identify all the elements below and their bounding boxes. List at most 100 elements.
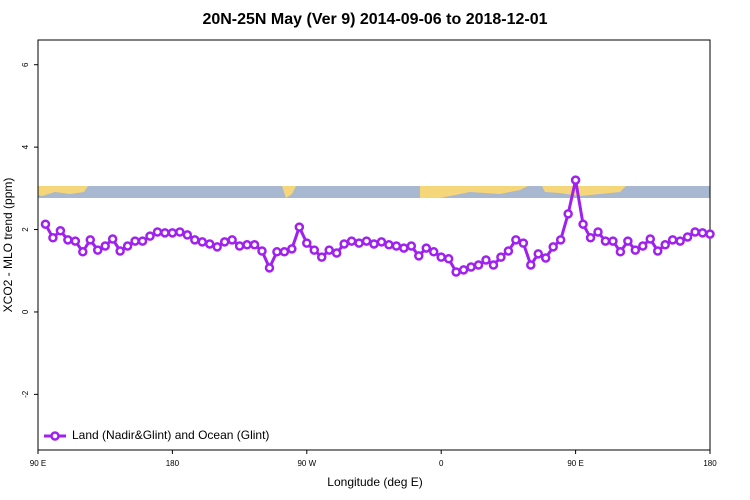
plot-frame [37, 39, 711, 451]
data-point [623, 236, 633, 246]
data-point [107, 234, 118, 244]
x-tick-label: 90 W [297, 459, 316, 468]
data-point [63, 235, 73, 245]
data-point [473, 260, 484, 270]
y-tick-label: 4 [21, 144, 30, 149]
x-tick-label: 90 E [567, 459, 583, 468]
data-point [443, 254, 454, 264]
data-point [645, 234, 656, 244]
x-axis-label: Longitude (deg E) [327, 475, 422, 489]
data-point [436, 252, 446, 262]
data-point [630, 245, 641, 255]
data-point [391, 241, 402, 251]
data-point [638, 241, 648, 251]
data-point [130, 236, 140, 246]
data-point [481, 255, 491, 265]
data-point [152, 227, 163, 237]
data-point [667, 235, 678, 245]
data-point [294, 222, 305, 232]
data-point [40, 219, 51, 229]
data-point [570, 175, 581, 185]
data-point [526, 260, 536, 270]
data-point [399, 243, 409, 253]
data-point [160, 228, 170, 238]
data-point [167, 228, 178, 238]
y-tick-label: -2 [21, 390, 30, 398]
data-point [682, 232, 693, 242]
x-tick-label: 0 [439, 459, 444, 468]
legend-label: Land (Nadir&Glint) and Ocean (Glint) [72, 428, 269, 442]
data-point [496, 252, 506, 262]
map-band [38, 186, 710, 198]
data-point [227, 235, 237, 245]
data-point [503, 246, 514, 256]
data-point [354, 238, 364, 248]
data-point [234, 241, 245, 251]
data-point [302, 238, 312, 248]
data-point [361, 236, 372, 246]
data-point [212, 242, 222, 252]
data-point [697, 228, 708, 238]
data-point [428, 247, 439, 257]
data-point [182, 230, 193, 240]
data-point [175, 227, 185, 237]
data-point [384, 240, 394, 250]
data-point [421, 243, 432, 253]
data-point [339, 239, 349, 249]
data-point [608, 236, 618, 246]
data-point [660, 240, 670, 250]
data-point [511, 235, 521, 245]
x-tick-label: 180 [703, 459, 717, 468]
data-point [257, 246, 267, 256]
data-point [675, 236, 685, 246]
y-tick-label: 6 [21, 62, 30, 67]
data-point [414, 251, 424, 261]
data-point [331, 248, 342, 258]
data-point [190, 235, 200, 245]
data-point [346, 236, 357, 246]
data-point [309, 245, 320, 255]
data-point [458, 265, 469, 275]
data-point [585, 233, 596, 243]
data-point [376, 237, 387, 247]
data-point [287, 244, 297, 254]
data-point [533, 249, 544, 259]
data-point [540, 253, 551, 263]
data-point [279, 247, 290, 257]
y-tick-label: 2 [21, 227, 30, 232]
y-axis-label: XCO2 - MLO trend (ppm) [1, 178, 15, 313]
data-point [369, 239, 379, 249]
data-point [48, 233, 58, 243]
data-point [249, 240, 260, 250]
chart-title: 20N-25N May (Ver 9) 2014-09-06 to 2018-1… [202, 11, 547, 28]
data-point [563, 209, 573, 219]
data-point [593, 227, 603, 237]
data-point [204, 239, 215, 249]
data-point [242, 240, 252, 250]
data-point [518, 238, 529, 248]
data-point [145, 231, 155, 241]
data-point [272, 247, 282, 257]
data-point [451, 267, 461, 277]
data-point [78, 247, 88, 257]
data-point [324, 245, 334, 255]
data-point [548, 242, 558, 252]
y-tick-label: 0 [21, 309, 30, 314]
data-point [652, 246, 663, 256]
data-point [705, 229, 715, 239]
data-point [264, 263, 275, 273]
data-point [115, 246, 125, 256]
data-point [55, 226, 66, 236]
data-point [466, 262, 476, 272]
data-point [137, 236, 148, 246]
data-point [555, 235, 566, 245]
data-point [100, 241, 110, 251]
data-point [92, 245, 103, 255]
legend-marker [50, 431, 60, 441]
data-point [197, 237, 208, 247]
data-point [488, 260, 499, 270]
data-point [600, 236, 611, 246]
data-point [406, 241, 417, 251]
data-point [70, 236, 81, 246]
